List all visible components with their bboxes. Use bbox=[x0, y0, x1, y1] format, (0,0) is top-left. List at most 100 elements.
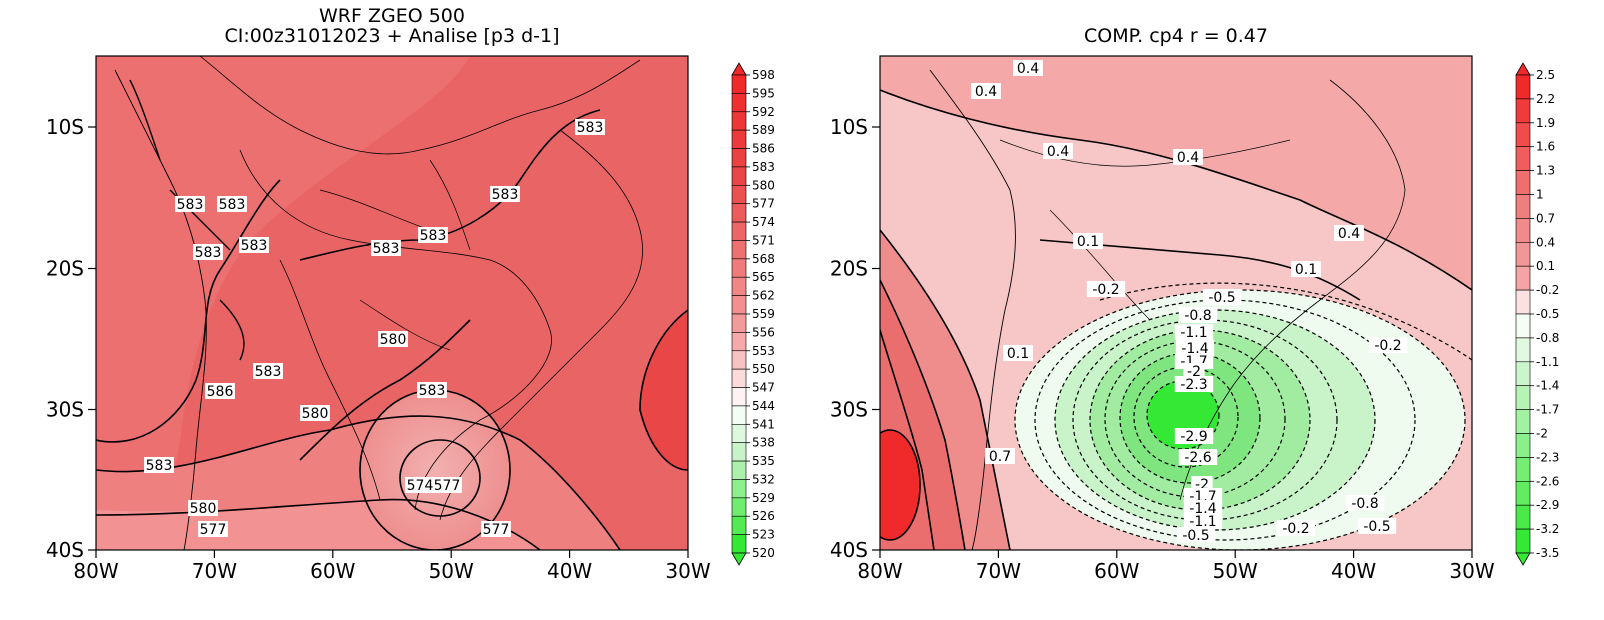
right-y-tick-label: 40S bbox=[830, 538, 868, 562]
right-contour-label: -2.3 bbox=[1180, 377, 1207, 393]
right-colorbar-label: 0.4 bbox=[1536, 235, 1555, 249]
left-y-tick-label: 30S bbox=[46, 398, 84, 422]
left-colorbar-label: 568 bbox=[752, 252, 775, 266]
right-colorbar-swatch bbox=[1515, 194, 1531, 219]
right-contour-label-bg bbox=[1174, 428, 1214, 444]
left-contour-label: 586 bbox=[207, 384, 234, 400]
left-colorbar-label: 595 bbox=[752, 86, 775, 100]
right-contour-1.0 bbox=[880, 279, 966, 550]
right-y-axis: 10S 20S 30S 40S bbox=[830, 115, 880, 562]
left-colorbar: 598 595 592 589 586 583 580 577 574 571 568 565 562 5… bbox=[731, 62, 775, 566]
left-border-arg bbox=[279, 259, 381, 501]
left-contour-label: 574 bbox=[407, 478, 434, 494]
left-colorbar-swatch bbox=[731, 442, 747, 462]
left-colorbar-label: 565 bbox=[752, 270, 775, 284]
right-contour-label: -0.2 bbox=[1282, 521, 1309, 537]
right-contour-label: -2.9 bbox=[1180, 429, 1207, 445]
right-colorbar-label: -2.6 bbox=[1536, 474, 1559, 488]
right-colorbar-label: -0.5 bbox=[1536, 307, 1559, 321]
right-colorbar-swatch bbox=[1515, 122, 1531, 148]
right-colorbar-label: 2.2 bbox=[1536, 92, 1555, 106]
right-contour-label-bg bbox=[1178, 307, 1218, 323]
right-contour-label: -2.6 bbox=[1184, 450, 1211, 466]
left-contour-label-bg bbox=[371, 240, 401, 256]
left-contour-label-bg bbox=[300, 405, 330, 421]
right-colorbar-swatch bbox=[1515, 361, 1531, 386]
left-border-states bbox=[319, 159, 471, 351]
left-contour-label-bg bbox=[418, 227, 448, 243]
left-contour-label-bg bbox=[193, 244, 223, 260]
left-contour-label-bg bbox=[175, 196, 205, 212]
left-contour-label-bg bbox=[405, 477, 435, 493]
left-colorbar-swatch bbox=[731, 313, 747, 333]
left-colorbar-swatch bbox=[731, 221, 747, 241]
right-colorbar-label: 0.7 bbox=[1536, 211, 1555, 225]
left-y-axis: 10S 20S 30S 40S bbox=[46, 115, 96, 562]
right-contour--0.5 bbox=[1014, 289, 1466, 550]
left-colorbar-label: 523 bbox=[752, 528, 775, 542]
left-panel: WRF ZGEO 500 CI:00z31012023 + Analise [p… bbox=[46, 5, 775, 583]
right-contour-1.3 bbox=[880, 329, 935, 550]
left-colorbar-swatch bbox=[731, 93, 747, 113]
left-colorbar-swatch bbox=[731, 405, 747, 425]
left-border-brazil bbox=[239, 149, 552, 511]
left-colorbar-label: 556 bbox=[752, 325, 775, 339]
left-contour-label: 580 bbox=[380, 332, 407, 348]
right-colorbar-swatch bbox=[1515, 433, 1531, 458]
left-contour-label: 583 bbox=[255, 364, 282, 380]
right-contour-label-bg bbox=[1334, 225, 1364, 241]
left-x-tick-label: 50W bbox=[429, 559, 474, 583]
left-colorbar-swatch bbox=[731, 332, 747, 352]
right-colorbar-label: -1.1 bbox=[1536, 355, 1559, 369]
right-contour-label-bg bbox=[1183, 363, 1205, 379]
left-colorbar-swatch bbox=[731, 479, 747, 499]
right-field-max-red bbox=[880, 430, 920, 540]
right-contour-label-bg bbox=[1174, 376, 1214, 392]
left-colorbar-bottom-arrow bbox=[731, 552, 747, 566]
left-colorbar-label: 532 bbox=[752, 472, 775, 486]
right-contour-label: 0.4 bbox=[1047, 144, 1069, 160]
left-colorbar-label: 586 bbox=[752, 142, 775, 156]
right-colorbar-swatch bbox=[1515, 265, 1531, 291]
left-contour-east bbox=[639, 309, 688, 471]
left-colorbar-swatch bbox=[731, 460, 747, 480]
left-contour-label-bg bbox=[239, 237, 269, 253]
right-andes-coast bbox=[929, 69, 1016, 550]
left-x-tick-label: 70W bbox=[192, 559, 237, 583]
left-contour-583-west bbox=[96, 179, 281, 443]
left-contour-label-bg bbox=[205, 383, 235, 399]
right-contour-label: 0.1 bbox=[1077, 234, 1099, 250]
right-x-tick-label: 30W bbox=[1449, 559, 1494, 583]
right-contour-label: -0.5 bbox=[1182, 528, 1209, 544]
left-colorbar-label: 550 bbox=[752, 362, 775, 376]
left-contour-label: 580 bbox=[190, 501, 217, 517]
left-colorbar-label: 580 bbox=[752, 178, 775, 192]
left-x-axis: 80W 70W 60W 50W 40W 30W bbox=[73, 550, 711, 583]
left-contour-label-bg bbox=[417, 382, 447, 398]
right-colorbar-swatch bbox=[1515, 170, 1531, 195]
left-colorbar-swatch bbox=[731, 148, 747, 168]
right-contour-label-bg bbox=[1174, 324, 1214, 340]
left-contour-labels: 583 583 583 583 583 583 583 583 583 580 580 586 583 5… bbox=[144, 119, 605, 538]
left-contour-label: 583 bbox=[419, 383, 446, 399]
left-contour-label-bg bbox=[188, 500, 218, 516]
right-x-tick-label: 50W bbox=[1213, 559, 1258, 583]
left-title-line2: CI:00z31012023 + Analise [p3 d-1] bbox=[224, 25, 559, 47]
left-y-tick-label: 40S bbox=[46, 538, 84, 562]
right-contour-label: -0.8 bbox=[1184, 308, 1211, 324]
left-colorbar-swatch bbox=[731, 166, 747, 186]
left-low-center bbox=[360, 390, 510, 550]
right-x-tick-label: 60W bbox=[1094, 559, 1139, 583]
right-contour-label: 0.1 bbox=[1295, 262, 1317, 278]
right-colorbar-swatch bbox=[1515, 74, 1531, 100]
right-contour-label-bg bbox=[1291, 261, 1321, 277]
right-contour-label-bg bbox=[1178, 449, 1218, 465]
right-contour-label-bg bbox=[985, 448, 1015, 464]
right-colorbar-label: -0.8 bbox=[1536, 331, 1559, 345]
left-colorbar-swatch bbox=[731, 129, 747, 149]
left-colorbar-label: 598 bbox=[752, 68, 775, 82]
left-colorbar-label: 562 bbox=[752, 289, 775, 303]
left-border-north bbox=[199, 56, 641, 155]
right-contour-label: 0.1 bbox=[1007, 346, 1029, 362]
right-colorbar-swatch bbox=[1515, 457, 1531, 482]
